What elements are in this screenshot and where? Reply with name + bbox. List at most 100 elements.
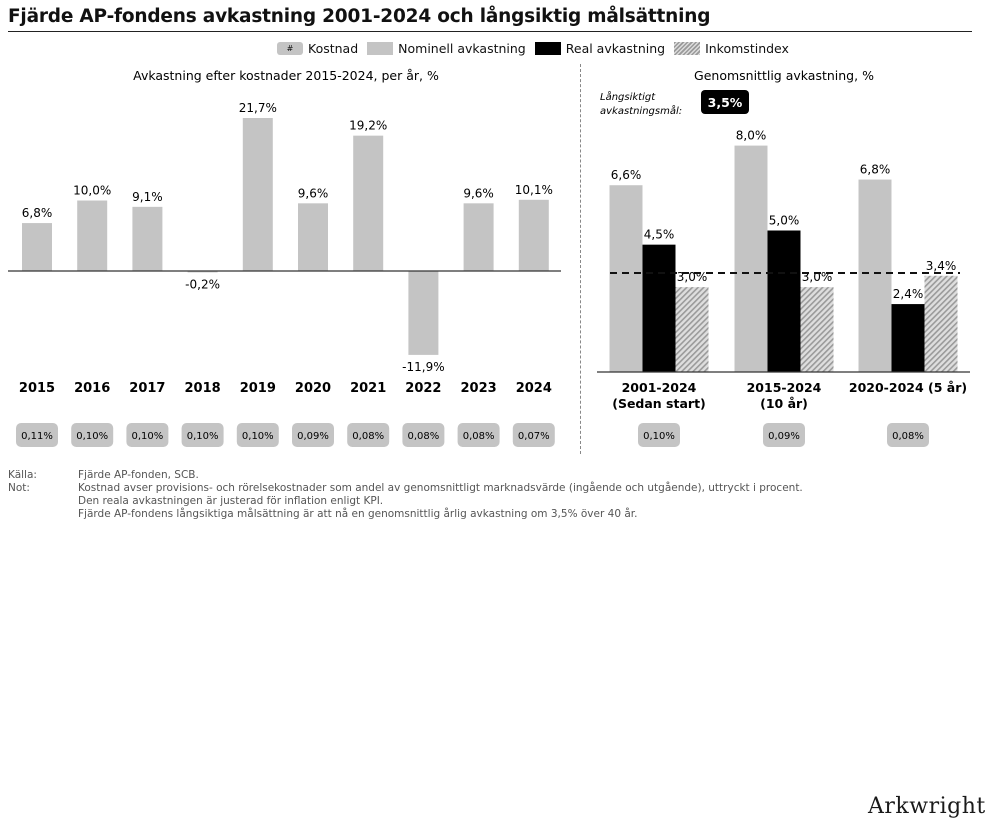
- cost-label-2017: 0,10%: [132, 431, 164, 442]
- legend-label-inflation: Inkomstindex: [705, 40, 789, 56]
- legend-item-inflation: Inkomstindex: [674, 41, 789, 56]
- bar-inkomstindex-1: [800, 287, 834, 372]
- legend-swatch-inflation: [674, 41, 701, 55]
- panel-divider: [580, 64, 581, 454]
- value-label-0-2: 6,8%: [860, 163, 891, 177]
- value-label-2021: 19,2%: [349, 119, 387, 133]
- x-tick-2018: 2018: [185, 381, 221, 396]
- note-line-1: Kostnad avser provisions- och rörelsekos…: [78, 482, 803, 494]
- brand-logo: Arkwright: [868, 794, 986, 819]
- legend-swatch-nominal: [367, 41, 394, 55]
- value-label-2024: 10,1%: [515, 183, 553, 197]
- cost-label-group-2: 0,08%: [892, 431, 924, 442]
- x-tick-group-0-line-1: (Sedan start): [612, 396, 706, 411]
- cost-label-2015: 0,11%: [21, 431, 53, 442]
- value-label-2019: 21,7%: [239, 101, 277, 115]
- target-badge: [701, 90, 749, 114]
- cost-badge-2017: [126, 423, 169, 447]
- bar-real-avkastning-2: [891, 304, 925, 372]
- note-line-3: Fjärde AP-fondens långsiktiga målsättnin…: [78, 508, 638, 520]
- legend-swatch-cost: #: [277, 41, 303, 55]
- x-tick-2016: 2016: [74, 381, 110, 396]
- cost-label-2022: 0,08%: [408, 431, 440, 442]
- legend-item-cost: # Kostnad: [277, 41, 358, 56]
- x-tick-2021: 2021: [350, 381, 386, 396]
- legend-swatch-real: [534, 41, 561, 55]
- value-label-2016: 10,0%: [73, 184, 111, 198]
- note-row-3: Fjärde AP-fondens långsiktiga målsättnin…: [8, 508, 803, 521]
- cost-badge-2015: [16, 423, 58, 447]
- value-label-2022: -11,9%: [402, 360, 444, 374]
- bar-real-avkastning-1: [767, 230, 801, 372]
- bar-nominell-avkastning-0: [609, 185, 643, 372]
- cost-label-2018: 0,10%: [187, 431, 219, 442]
- legend: # Kostnad Nominell avkastning Real avkas…: [277, 39, 798, 57]
- bar-2022: [408, 271, 439, 355]
- x-tick-group-1-line-0: 2015-2024: [747, 380, 822, 395]
- value-label-2017: 9,1%: [132, 190, 163, 204]
- value-label-2-0: 3,0%: [677, 270, 708, 284]
- x-tick-2020: 2020: [295, 381, 331, 396]
- x-tick-2019: 2019: [240, 381, 276, 396]
- cost-label-2020: 0,09%: [297, 431, 329, 442]
- legend-label-cost: Kostnad: [308, 40, 359, 56]
- x-tick-group-0-line-0: 2001-2024: [622, 380, 697, 395]
- target-label-line-1: Långsiktigt: [600, 90, 656, 103]
- cost-label-group-1: 0,09%: [768, 431, 800, 442]
- left-chart-title: Avkastning efter kostnader 2015-2024, pe…: [133, 68, 439, 83]
- cost-badge-2022: [402, 423, 445, 447]
- note-line-2: Den reala avkastningen är justerad för i…: [78, 495, 384, 507]
- value-label-0-1: 8,0%: [736, 129, 767, 143]
- x-tick-2015: 2015: [19, 381, 55, 396]
- bar-nominell-avkastning-1: [734, 145, 768, 372]
- page-title: Fjärde AP-fondens avkastning 2001-2024 o…: [8, 6, 711, 27]
- right-chart-title: Genomsnittlig avkastning, %: [694, 68, 874, 83]
- legend-item-nominal: Nominell avkastning: [367, 41, 526, 56]
- source-row: Källa: Fjärde AP-fonden, SCB.: [8, 469, 803, 482]
- cost-badge-2016: [71, 423, 114, 447]
- value-label-1-0: 4,5%: [644, 228, 675, 242]
- cost-label-group-0: 0,10%: [643, 431, 675, 442]
- cost-badge-group-0: [638, 423, 680, 447]
- x-tick-2024: 2024: [516, 381, 552, 396]
- bar-2018: [187, 271, 218, 273]
- cost-label-2021: 0,08%: [352, 431, 384, 442]
- title-rule: [8, 31, 972, 32]
- bar-2020: [298, 203, 328, 271]
- cost-badge-2021: [347, 423, 390, 447]
- bar-2017: [132, 206, 163, 271]
- note-row-2: Den reala avkastningen är justerad för i…: [8, 495, 803, 508]
- x-tick-2022: 2022: [405, 381, 441, 396]
- legend-item-real: Real avkastning: [534, 40, 666, 56]
- value-label-2-1: 3,0%: [802, 270, 833, 284]
- bar-2024: [518, 199, 549, 271]
- bar-2019: [242, 118, 273, 271]
- x-tick-2017: 2017: [129, 381, 165, 396]
- legend-label-real: Real avkastning: [565, 40, 666, 56]
- value-label-2015: 6,8%: [22, 206, 53, 220]
- cost-badge-2018: [181, 423, 224, 447]
- cost-label-2024: 0,07%: [518, 431, 550, 442]
- cost-label-2016: 0,10%: [76, 431, 108, 442]
- bar-inkomstindex-2: [924, 275, 958, 372]
- value-label-0-0: 6,6%: [611, 168, 642, 182]
- bar-nominell-avkastning-2: [858, 179, 892, 372]
- bar-2015: [22, 223, 52, 271]
- cost-label-2019: 0,10%: [242, 431, 274, 442]
- x-tick-group-1-line-1: (10 år): [760, 396, 808, 411]
- cost-badge-2019: [236, 423, 279, 447]
- target-value: 3,5%: [708, 95, 743, 110]
- source-label: Källa:: [8, 469, 37, 481]
- note-label: Not:: [8, 482, 30, 494]
- notes: Källa: Fjärde AP-fonden, SCB. Not: Kostn…: [8, 469, 803, 521]
- value-label-2018: -0,2%: [185, 277, 220, 291]
- bar-2016: [77, 200, 108, 271]
- value-label-2020: 9,6%: [298, 186, 329, 200]
- bar-2021: [353, 135, 384, 271]
- value-label-1-2: 2,4%: [893, 287, 924, 301]
- bar-2023: [463, 203, 494, 271]
- value-label-1-1: 5,0%: [769, 214, 800, 228]
- charts-svg: Avkastning efter kostnader 2015-2024, pe…: [8, 68, 970, 447]
- cost-badge-2024: [512, 423, 555, 447]
- cost-badge-group-1: [763, 423, 805, 447]
